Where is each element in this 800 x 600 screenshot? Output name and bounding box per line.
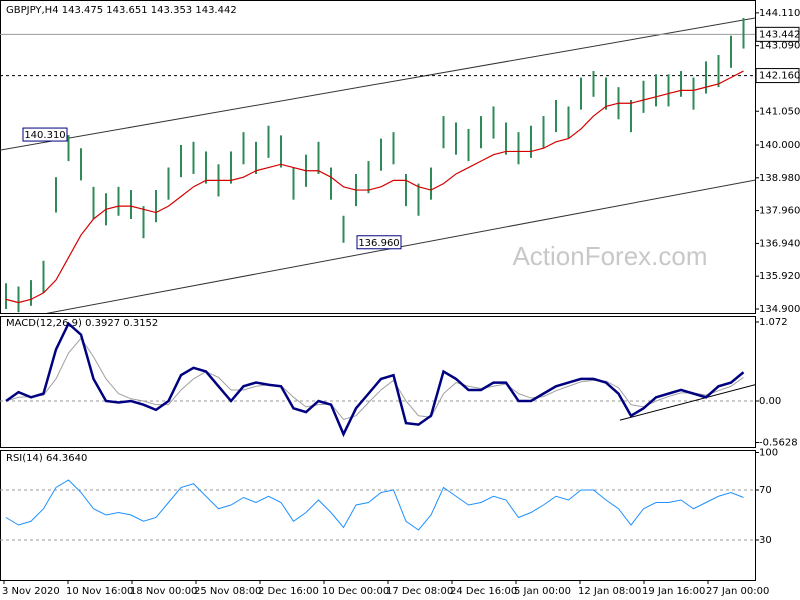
- y-tick-label: 100: [759, 448, 778, 459]
- plot-area: [0, 479, 755, 541]
- x-tick-label: 19 Jan 16:00: [642, 586, 705, 597]
- x-tick-label: 17 Dec 08:00: [386, 586, 453, 597]
- x-tick-label: 25 Nov 08:00: [194, 586, 261, 597]
- price-label-box: [755, 68, 800, 84]
- price-panel: [0, 0, 756, 314]
- plot-area: [0, 321, 755, 438]
- x-tick-label: 5 Jan 00:00: [514, 586, 571, 597]
- trend-line: [619, 384, 755, 421]
- y-tick-label: 0.00: [759, 396, 781, 407]
- moving-average: [5, 70, 744, 304]
- macd-panel: [0, 316, 756, 448]
- indicator-line: [5, 479, 744, 531]
- x-tick-label: 24 Dec 16:00: [450, 586, 517, 597]
- y-tick-label: 140.000: [759, 140, 800, 151]
- y-tick-label: 1.072: [759, 317, 788, 328]
- y-tick-label: 137.960: [759, 206, 800, 217]
- x-tick-label: 27 Jan 00:00: [706, 586, 769, 597]
- y-tick-label: 136.940: [759, 238, 800, 249]
- price-label: 142.160: [759, 71, 800, 82]
- y-tick-label: 144.110: [759, 8, 800, 19]
- annotation-box: [356, 235, 402, 250]
- y-tick-label: 138.980: [759, 173, 800, 184]
- x-tick-label: 3 Nov 2020: [2, 586, 60, 597]
- x-tick-label: 2 Dec 16:00: [258, 586, 319, 597]
- annotation-box: [22, 127, 68, 142]
- x-tick-label: 12 Jan 08:00: [578, 586, 641, 597]
- channel-line: [0, 17, 755, 151]
- rsi-panel: [0, 450, 756, 581]
- y-tick-label: 141.050: [759, 106, 800, 117]
- x-tick-label: 18 Nov 00:00: [130, 586, 197, 597]
- x-tick-label: 10 Nov 16:00: [66, 586, 133, 597]
- y-tick-label: 135.920: [759, 271, 800, 282]
- y-tick-label: 30: [759, 535, 772, 546]
- y-tick-label: 134.900: [759, 304, 800, 315]
- y-tick-label: 70: [759, 485, 772, 496]
- macd-title: MACD(12,26,9) 0.3927 0.3152: [6, 318, 158, 329]
- y-tick-label: 143.090: [759, 41, 800, 52]
- annotation: 136.960: [358, 238, 399, 249]
- annotation: 140.310: [24, 130, 65, 141]
- rsi-title: RSI(14) 64.3640: [6, 453, 87, 464]
- y-tick-label: -0.5628: [759, 437, 798, 448]
- price-label: 143.442: [759, 29, 800, 40]
- watermark: ActionForex.com: [512, 241, 707, 271]
- price-label-box: [755, 26, 800, 42]
- indicator-line: [5, 321, 745, 438]
- channel-line: [46, 179, 755, 313]
- x-tick-label: 10 Dec 00:00: [322, 586, 389, 597]
- plot-area: [0, 17, 755, 313]
- chart-title: GBPJPY,H4 143.475 143.651 143.353 143.44…: [6, 5, 237, 16]
- indicator-line: [5, 337, 744, 421]
